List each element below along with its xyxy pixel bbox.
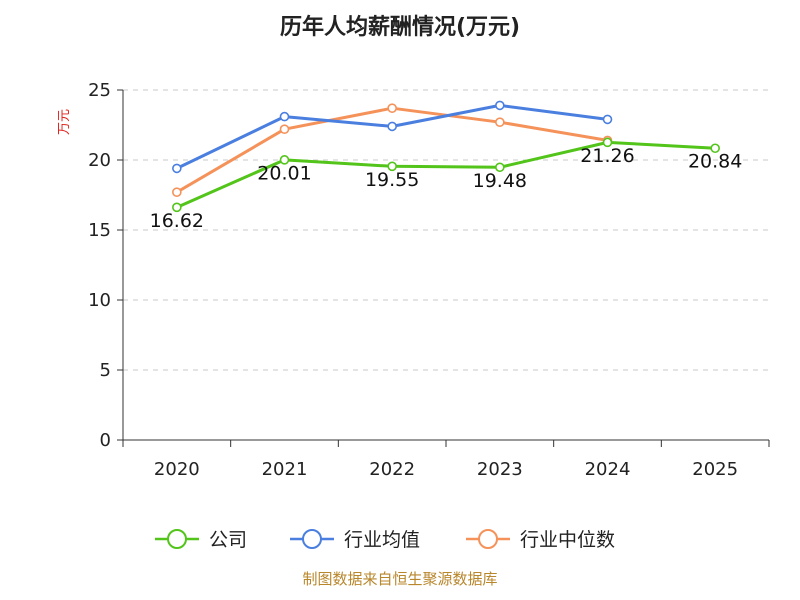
data-point [495, 117, 505, 127]
legend-marker [167, 529, 187, 549]
data-point [172, 202, 182, 213]
y-axis-label: 万元 [57, 109, 72, 135]
data-label: 16.62 [150, 210, 204, 232]
data-point [387, 103, 397, 113]
grid [123, 89, 769, 371]
legend-marker [478, 529, 498, 549]
x-tick-label: 2022 [369, 459, 415, 480]
legend-label: 公司 [209, 529, 247, 551]
x-tick-label: 2024 [585, 459, 631, 480]
data-point [279, 155, 290, 165]
data-point [602, 114, 613, 125]
y-tick-label: 15 [88, 220, 111, 241]
data-point [387, 121, 397, 132]
y-tick-label: 10 [88, 290, 111, 311]
legend-marker [302, 529, 322, 549]
data-point [495, 100, 505, 111]
y-tick-label: 5 [100, 360, 111, 381]
data-point [279, 111, 290, 122]
data-labels: 16.62 20.01 19.55 19.48 21.26 20.84 [150, 145, 743, 232]
legend-item[interactable]: 行业中位数 [466, 529, 615, 551]
chart-title: 历年人均薪酬情况(万元) [280, 14, 520, 40]
data-label: 19.48 [473, 170, 527, 192]
legend-item[interactable]: 行业均值 [290, 529, 420, 551]
data-label: 20.01 [257, 162, 311, 184]
data-point [387, 161, 397, 172]
series-line [175, 103, 609, 170]
data-point [602, 137, 613, 148]
legend-item[interactable]: 公司 [155, 529, 247, 551]
legend[interactable]: 公司 行业均值 行业中位数 [155, 529, 615, 551]
x-tick-label: 2023 [477, 459, 523, 480]
data-label: 20.84 [688, 151, 742, 173]
data-point [710, 143, 720, 154]
x-tick-label: 2021 [262, 459, 308, 480]
data-point [172, 163, 182, 174]
x-tick-label: 2020 [154, 459, 200, 480]
series-layer [172, 100, 720, 213]
legend-label: 行业中位数 [520, 529, 615, 551]
data-label: 21.26 [580, 145, 634, 167]
data-point [495, 162, 505, 173]
y-tick-label: 0 [100, 430, 111, 451]
legend-label: 行业均值 [344, 529, 420, 551]
y-tick-label: 20 [88, 150, 111, 171]
source-note: 制图数据来自恒生聚源数据库 [302, 570, 497, 588]
y-tick-label: 25 [88, 80, 111, 101]
data-point [279, 124, 290, 134]
x-tick-label: 2025 [692, 459, 738, 480]
data-point [172, 187, 182, 197]
series-line [175, 140, 717, 209]
data-label: 19.55 [365, 169, 419, 191]
